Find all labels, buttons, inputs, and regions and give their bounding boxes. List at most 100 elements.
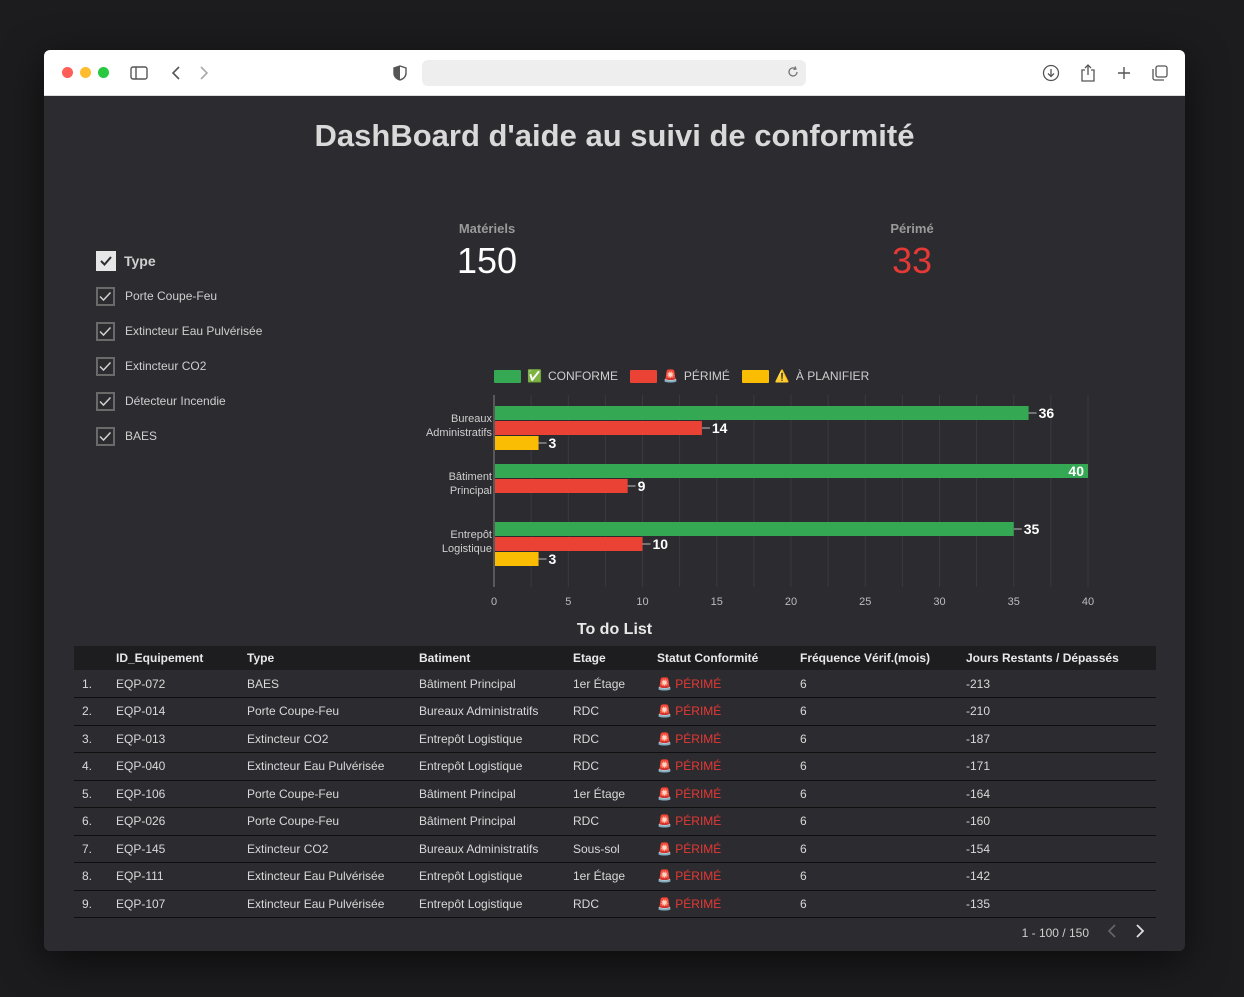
bar — [495, 537, 643, 551]
data-label: 36 — [1039, 405, 1055, 421]
bar — [495, 406, 1029, 420]
table-cell: Entrepôt Logistique — [413, 725, 567, 753]
filter-item[interactable]: Détecteur Incendie — [96, 391, 262, 411]
table-row[interactable]: 3. EQP-013 Extincteur CO2 Entrepôt Logistiq… — [74, 725, 1156, 753]
forward-icon[interactable] — [193, 62, 215, 84]
column-header[interactable]: Type — [247, 651, 275, 665]
filter-header[interactable]: Type — [96, 251, 262, 271]
tab-overview-icon[interactable] — [1149, 62, 1171, 84]
category-label: Entrepôt — [450, 529, 492, 541]
table-cell: Extincteur Eau Pulvérisée — [241, 752, 413, 781]
table-cell: Bureaux Administratifs — [413, 835, 567, 863]
checkbox[interactable] — [96, 391, 115, 411]
legend-item[interactable]: ⚠️ À PLANIFIER — [741, 369, 870, 383]
x-tick-label: 20 — [785, 596, 797, 608]
filter-item[interactable]: BAES — [96, 426, 262, 446]
reload-icon[interactable] — [786, 65, 800, 84]
table-cell: EQP-107 — [110, 890, 241, 918]
table-cell: 6 — [794, 780, 960, 808]
checkbox[interactable] — [96, 321, 115, 341]
legend-label: À PLANIFIER — [795, 369, 870, 383]
checkbox[interactable] — [96, 426, 115, 446]
table-cell: 6 — [794, 890, 960, 918]
new-tab-icon[interactable] — [1113, 62, 1135, 84]
pagination-label: 1 - 100 / 150 — [1021, 925, 1089, 940]
data-label: 3 — [549, 435, 557, 451]
filter-item-label: BAES — [125, 429, 158, 443]
table-cell: 6 — [794, 725, 960, 753]
browser-window: DashBoard d'aide au suivi de conformité … — [44, 50, 1185, 951]
legend-label: PÉRIMÉ — [683, 369, 730, 383]
column-header[interactable]: Fréquence Vérif.(mois) — [800, 651, 931, 665]
status-cell: 🚨 PÉRIMÉ — [651, 862, 794, 891]
table-cell: 6 — [794, 670, 960, 698]
legend-item[interactable]: ✅ CONFORME — [494, 369, 618, 383]
data-label: 9 — [638, 478, 646, 494]
table-cell: Porte Coupe-Feu — [241, 780, 413, 808]
column-header[interactable]: Statut Conformité — [657, 651, 759, 665]
x-tick-label: 10 — [636, 596, 648, 608]
chart-legend: ✅ CONFORME 🚨 PÉRIMÉ ⚠️ À PLANIFIER — [494, 369, 875, 383]
table-cell: Bureaux Administratifs — [413, 697, 567, 726]
filter-item[interactable]: Extincteur CO2 — [96, 356, 262, 376]
prev-page-icon[interactable] — [1107, 924, 1117, 941]
table-row[interactable]: 2. EQP-014 Porte Coupe-Feu Bureaux Administ… — [74, 697, 1156, 726]
table-cell: 6 — [794, 835, 960, 863]
address-bar[interactable] — [422, 60, 806, 86]
data-label: 14 — [712, 420, 728, 436]
legend-icon: ⚠️ — [774, 369, 790, 383]
table-row[interactable]: 9. EQP-107 Extincteur Eau Pulvérisée Entrep… — [74, 890, 1156, 918]
zoom-window-button[interactable] — [98, 67, 109, 78]
table-cell: EQP-014 — [110, 697, 241, 726]
table-row[interactable]: 5. EQP-106 Porte Coupe-Feu Bâtiment Princip… — [74, 780, 1156, 808]
shield-icon[interactable] — [389, 62, 411, 84]
column-header[interactable]: Etage — [573, 651, 606, 665]
table-row[interactable]: 7. EQP-145 Extincteur CO2 Bureaux Administr… — [74, 835, 1156, 863]
filter-item[interactable]: Porte Coupe-Feu — [96, 286, 262, 306]
share-icon[interactable] — [1077, 62, 1099, 84]
select-all-checkbox[interactable] — [96, 251, 116, 271]
table-row[interactable]: 4. EQP-040 Extincteur Eau Pulvérisée Entrep… — [74, 752, 1156, 781]
kpi-materiels-value: 150 — [456, 240, 518, 281]
legend-swatch — [494, 369, 521, 383]
checkbox[interactable] — [96, 286, 115, 306]
sidebar-toggle-icon[interactable] — [128, 62, 150, 84]
bar — [495, 464, 1088, 478]
table-cell: Entrepôt Logistique — [413, 890, 567, 918]
table-cell: 6 — [794, 697, 960, 726]
dashboard-content: DashBoard d'aide au suivi de conformité … — [44, 96, 1185, 951]
kpi-perime-value: 33 — [891, 240, 933, 281]
table-cell: BAES — [241, 670, 413, 698]
data-label: 40 — [1068, 463, 1084, 479]
legend-label: CONFORME — [547, 369, 618, 383]
table-cell: RDC — [567, 725, 651, 753]
table-cell: RDC — [567, 890, 651, 918]
table-cell: EQP-145 — [110, 835, 241, 863]
table-cell: EQP-026 — [110, 807, 241, 836]
table-cell: EQP-111 — [110, 862, 241, 891]
column-header[interactable]: Batiment — [419, 651, 471, 665]
legend-item[interactable]: 🚨 PÉRIMÉ — [629, 369, 730, 383]
table-cell: 2. — [74, 697, 110, 726]
column-header[interactable]: Jours Restants / Dépassés — [966, 651, 1119, 665]
minimize-window-button[interactable] — [80, 67, 91, 78]
close-window-button[interactable] — [62, 67, 73, 78]
download-icon[interactable] — [1040, 62, 1062, 84]
x-tick-label: 5 — [565, 596, 571, 608]
next-page-icon[interactable] — [1135, 924, 1145, 941]
back-icon[interactable] — [165, 62, 187, 84]
table-cell: 9. — [74, 890, 110, 918]
table-row[interactable]: 6. EQP-026 Porte Coupe-Feu Bâtiment Princip… — [74, 807, 1156, 836]
table-cell: -213 — [960, 670, 1156, 698]
status-cell: 🚨 PÉRIMÉ — [651, 752, 794, 781]
table-cell: Extincteur CO2 — [241, 725, 413, 753]
legend-icon: 🚨 — [662, 369, 678, 383]
table-row[interactable]: 1. EQP-072 BAES Bâtiment Principal 1er Étage… — [74, 670, 1156, 698]
table-cell: 1er Étage — [567, 780, 651, 808]
table-cell: 3. — [74, 725, 110, 753]
checkbox[interactable] — [96, 356, 115, 376]
filter-item[interactable]: Extincteur Eau Pulvérisée — [96, 321, 262, 341]
column-header[interactable]: ID_Equipement — [116, 651, 204, 665]
column-header[interactable] — [74, 646, 110, 670]
table-row[interactable]: 8. EQP-111 Extincteur Eau Pulvérisée Entrep… — [74, 862, 1156, 891]
